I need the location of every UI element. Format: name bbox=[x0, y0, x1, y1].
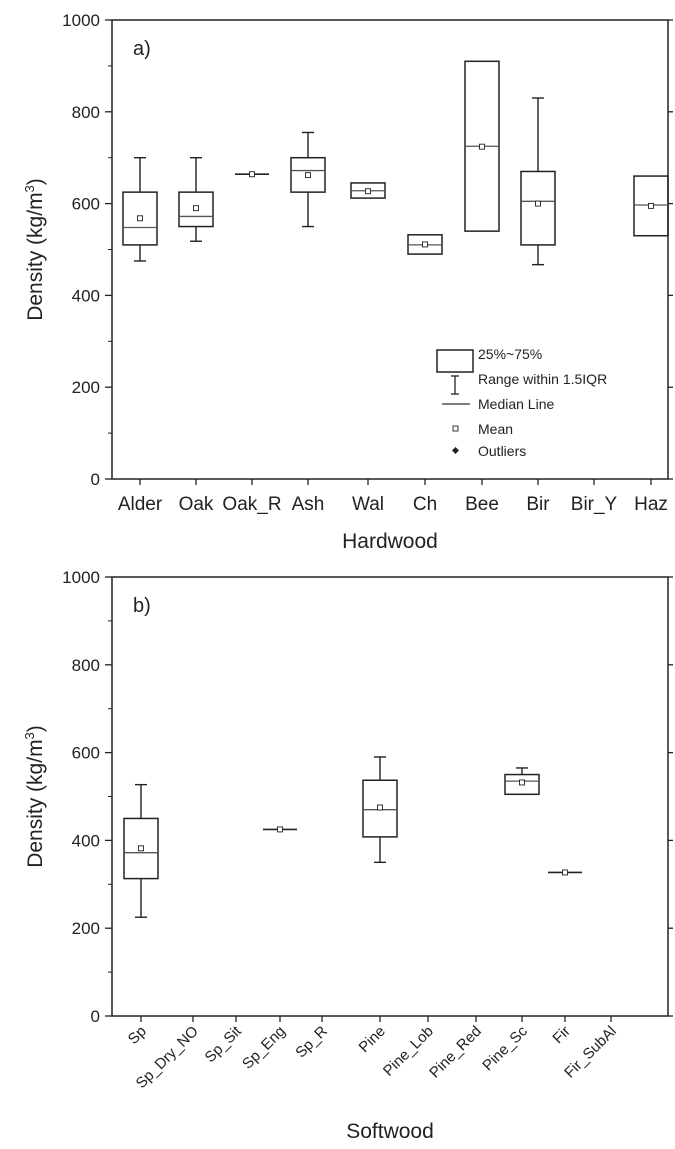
box-plot-sp-eng bbox=[263, 826, 297, 833]
box-mean bbox=[277, 826, 283, 833]
box-iqr bbox=[122, 191, 158, 246]
legend-entry-range: Range within 1.5IQR bbox=[478, 371, 607, 387]
box-mean bbox=[305, 172, 311, 179]
box-plot-ch bbox=[407, 234, 443, 255]
plot-frame bbox=[111, 19, 669, 480]
x-tick-label: Sp_R bbox=[292, 1023, 331, 1062]
box-plot-ash bbox=[290, 131, 326, 228]
legend-entry-iqr: 25%~75% bbox=[478, 346, 542, 362]
y-axis-label-sup: 3 bbox=[22, 732, 37, 739]
y-tick-label: 0 bbox=[91, 1007, 100, 1026]
box-plot-wal bbox=[350, 182, 386, 199]
y-axis-label: Density (kg/m3) bbox=[22, 178, 47, 321]
box-plot-oak-r bbox=[235, 171, 269, 178]
y-tick-label: 400 bbox=[72, 286, 100, 305]
box-plot-oak bbox=[178, 156, 214, 242]
box-iqr bbox=[123, 817, 159, 880]
box-plot-pine-sc bbox=[504, 767, 540, 796]
box-mean bbox=[479, 143, 485, 150]
y-tick-label: 600 bbox=[72, 744, 100, 763]
y-tick-label: 800 bbox=[72, 103, 100, 122]
box-iqr bbox=[290, 156, 326, 193]
x-axis-label: Hardwood bbox=[342, 530, 438, 553]
legend-mean-symbol bbox=[452, 425, 459, 432]
y-axis-label-close: ) bbox=[24, 725, 47, 732]
box-plot-alder bbox=[122, 156, 158, 262]
y-tick-label: 600 bbox=[72, 195, 100, 214]
y-tick-label: 200 bbox=[72, 378, 100, 397]
box-iqr bbox=[178, 191, 214, 228]
panel-label: a) bbox=[133, 38, 151, 60]
x-tick-label: Haz bbox=[634, 494, 668, 515]
x-tick-label: Bee bbox=[465, 494, 499, 515]
box-plot-pine bbox=[362, 756, 398, 864]
x-tick-label: Wal bbox=[352, 494, 384, 515]
y-tick-label: 0 bbox=[91, 470, 100, 489]
x-tick-label: Bir bbox=[526, 494, 550, 515]
box-mean bbox=[137, 215, 143, 222]
box-mean bbox=[249, 171, 255, 178]
box-mean bbox=[193, 205, 199, 212]
y-tick-label: 200 bbox=[72, 919, 100, 938]
legend-entry-median: Median Line bbox=[478, 396, 554, 412]
x-tick-label: Sp_Eng bbox=[239, 1023, 289, 1073]
x-tick-label: Oak bbox=[179, 494, 214, 515]
y-axis-label: Density (kg/m3) bbox=[22, 725, 47, 868]
box-mean bbox=[377, 804, 383, 811]
box-mean bbox=[562, 869, 568, 876]
y-tick-label: 1000 bbox=[62, 568, 100, 587]
chart-panel-a: 0 200 400 600 800 1000 a) Density (kg/m3) Hardwo… bbox=[22, 11, 673, 553]
box-iqr bbox=[633, 175, 669, 237]
x-tick-label: Ash bbox=[292, 494, 325, 515]
box-mean bbox=[519, 779, 525, 786]
x-tick-label: Sp bbox=[125, 1023, 150, 1048]
box-mean bbox=[648, 202, 654, 209]
y-tick-label: 800 bbox=[72, 656, 100, 675]
legend-outlier-symbol bbox=[452, 447, 459, 454]
x-tick-label: Pine_Red bbox=[426, 1023, 485, 1082]
y-axis-label-sup: 3 bbox=[22, 185, 37, 192]
y-tick-label: 1000 bbox=[62, 11, 100, 30]
box-iqr bbox=[362, 779, 398, 838]
box-plot-bee bbox=[464, 60, 500, 232]
box-plot-fir bbox=[548, 869, 582, 876]
x-tick-label: Pine_Sc bbox=[479, 1022, 531, 1074]
y-axis-label-close: ) bbox=[24, 178, 47, 185]
legend-entry-mean: Mean bbox=[478, 421, 513, 437]
plot-frame bbox=[111, 576, 669, 1017]
x-tick-label: Oak_R bbox=[222, 494, 281, 515]
x-axis-label: Softwood bbox=[346, 1120, 434, 1143]
panel-label: b) bbox=[133, 595, 151, 617]
box-plot-haz bbox=[633, 175, 669, 237]
box-mean bbox=[138, 845, 144, 852]
x-tick-label: Pine bbox=[356, 1023, 389, 1056]
box-iqr bbox=[520, 170, 556, 246]
chart-panel-b: 0 200 400 600 800 1000 b) Density (kg/m3) Softwo… bbox=[22, 568, 673, 1143]
box-mean bbox=[422, 241, 428, 248]
box-plot-sp bbox=[123, 783, 159, 918]
box-plot-bir bbox=[520, 97, 556, 266]
legend-entry-outliers: Outliers bbox=[478, 443, 526, 459]
x-tick-label: Alder bbox=[118, 494, 163, 515]
box-iqr bbox=[504, 773, 540, 796]
x-tick-label: Fir bbox=[549, 1023, 573, 1047]
x-tick-label: Ch bbox=[413, 494, 437, 515]
y-tick-label: 400 bbox=[72, 831, 100, 850]
legend-box-symbol bbox=[436, 349, 474, 373]
y-axis-label-text: Density (kg/m bbox=[24, 192, 47, 320]
legend: 25%~75% Range within 1.5IQR Median Line Mea… bbox=[436, 346, 607, 459]
box-mean bbox=[535, 200, 541, 207]
x-tick-label: Bir_Y bbox=[571, 494, 618, 515]
box-mean bbox=[365, 188, 371, 195]
y-axis-label-text: Density (kg/m bbox=[24, 739, 47, 867]
